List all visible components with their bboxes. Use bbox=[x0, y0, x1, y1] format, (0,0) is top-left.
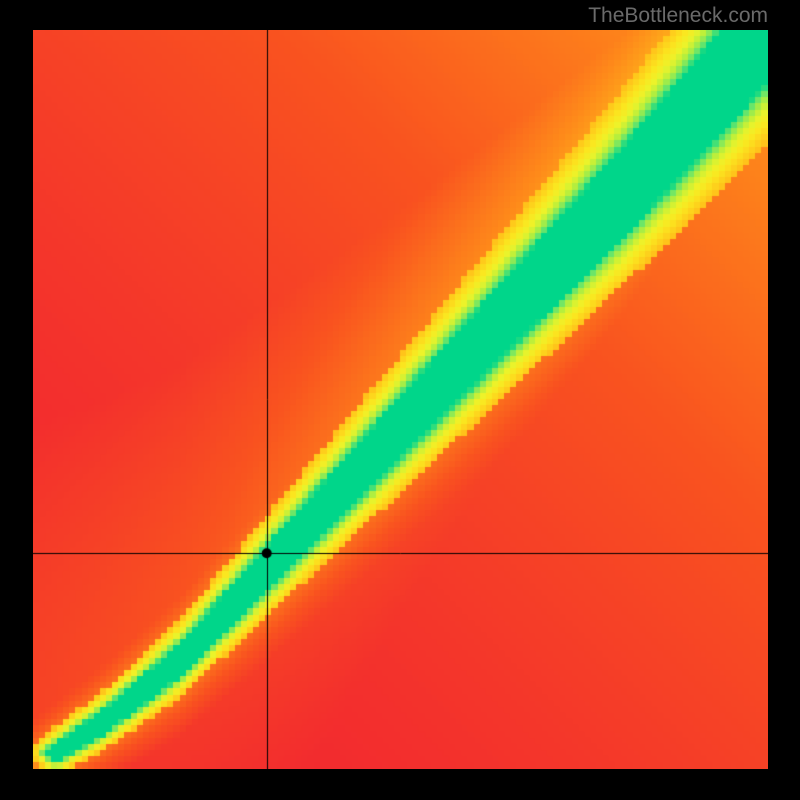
watermark-text: TheBottleneck.com bbox=[588, 4, 768, 28]
bottleneck-heatmap bbox=[33, 30, 768, 769]
chart-container: TheBottleneck.com bbox=[0, 0, 800, 800]
